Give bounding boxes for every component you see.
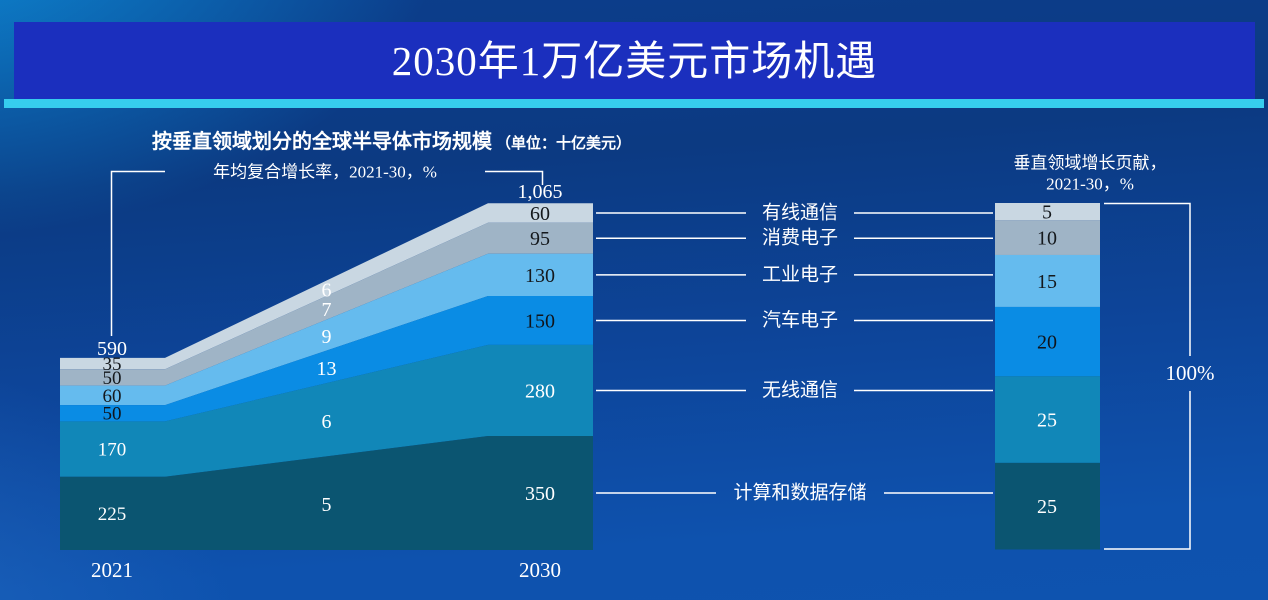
cagr-wired-comm: 6 bbox=[322, 279, 332, 301]
total-2030: 1,065 bbox=[518, 181, 563, 203]
chart-subtitle: 按垂直领域划分的全球半导体市场规模 （单位：十亿美元） bbox=[152, 125, 631, 154]
page-title: 2030年1万亿美元市场机遇 bbox=[391, 38, 878, 84]
total-2021: 590 bbox=[97, 338, 127, 360]
contribution-value-computing-storage: 25 bbox=[1037, 496, 1057, 518]
contribution-segment-wired-comm bbox=[995, 203, 1100, 221]
chart-subtitle-text: 按垂直领域划分的全球半导体市场规模 bbox=[152, 131, 492, 153]
category-label-wired-comm: 有线通信 bbox=[762, 202, 838, 224]
flow-band-consumer-electronics bbox=[60, 222, 593, 386]
value-2021-automotive-electronics: 50 bbox=[103, 404, 122, 425]
contribution-header-line1: 垂直领域增长页献， bbox=[1014, 154, 1167, 173]
flow-band-automotive-electronics bbox=[60, 296, 593, 422]
chart-unit-label: （单位：十亿美元） bbox=[496, 136, 632, 152]
flow-band-industrial-electronics bbox=[60, 253, 593, 406]
flow-band-wireless-comm bbox=[60, 344, 593, 477]
flow-band-wired-comm bbox=[60, 203, 593, 370]
contribution-segment-wireless-comm bbox=[995, 376, 1100, 463]
cagr-bracket-right bbox=[485, 170, 544, 185]
value-2021-computing-storage: 225 bbox=[98, 504, 127, 525]
axis-label-2030: 2030 bbox=[519, 558, 561, 582]
title-bar: 2030年1万亿美元市场机遇 bbox=[14, 22, 1255, 99]
category-label-wireless-comm: 无线通信 bbox=[762, 379, 838, 401]
category-label-industrial-electronics: 工业电子 bbox=[762, 263, 838, 285]
accent-divider bbox=[4, 99, 1264, 108]
contribution-header-line2: 2021-30，% bbox=[1046, 175, 1134, 194]
value-2030-industrial-electronics: 130 bbox=[525, 265, 555, 287]
contribution-value-consumer-electronics: 10 bbox=[1037, 228, 1057, 250]
cagr-industrial-electronics: 9 bbox=[322, 326, 332, 348]
value-2030-wireless-comm: 280 bbox=[525, 380, 555, 402]
value-2030-computing-storage: 350 bbox=[525, 483, 555, 505]
value-2021-wireless-comm: 170 bbox=[98, 440, 127, 461]
cagr-consumer-electronics: 7 bbox=[322, 299, 332, 321]
contribution-value-industrial-electronics: 15 bbox=[1037, 271, 1057, 293]
contribution-value-wired-comm: 5 bbox=[1042, 202, 1052, 224]
category-label-consumer-electronics: 消费电子 bbox=[762, 227, 838, 249]
flow-band-computing-storage bbox=[60, 436, 593, 550]
cagr-wireless-comm: 6 bbox=[322, 411, 332, 433]
cagr-bracket-left bbox=[110, 170, 165, 336]
cagr-computing-storage: 5 bbox=[322, 494, 332, 516]
contribution-segment-computing-storage bbox=[995, 462, 1100, 550]
contribution-total-bracket bbox=[1104, 202, 1191, 550]
value-2021-wired-comm: 35 bbox=[103, 354, 122, 375]
cagr-header: 年均复合增长率，2021-30，% bbox=[213, 163, 437, 182]
category-label-computing-storage: 计算和数据存储 bbox=[733, 482, 866, 504]
contribution-segment-industrial-electronics bbox=[995, 254, 1100, 307]
value-2021-consumer-electronics: 50 bbox=[103, 368, 122, 389]
contribution-total-label: 100% bbox=[1166, 361, 1215, 385]
value-2030-wired-comm: 60 bbox=[530, 203, 550, 225]
axis-label-2021: 2021 bbox=[91, 558, 133, 582]
contribution-segment-consumer-electronics bbox=[995, 220, 1100, 255]
category-label-automotive-electronics: 汽车电子 bbox=[762, 309, 838, 331]
value-2030-consumer-electronics: 95 bbox=[530, 228, 550, 250]
contribution-value-automotive-electronics: 20 bbox=[1037, 332, 1057, 354]
contribution-value-wireless-comm: 25 bbox=[1037, 410, 1057, 432]
value-2030-automotive-electronics: 150 bbox=[525, 310, 555, 332]
cagr-automotive-electronics: 13 bbox=[317, 358, 337, 380]
value-2021-industrial-electronics: 60 bbox=[103, 386, 122, 407]
contribution-segment-automotive-electronics bbox=[995, 306, 1100, 377]
